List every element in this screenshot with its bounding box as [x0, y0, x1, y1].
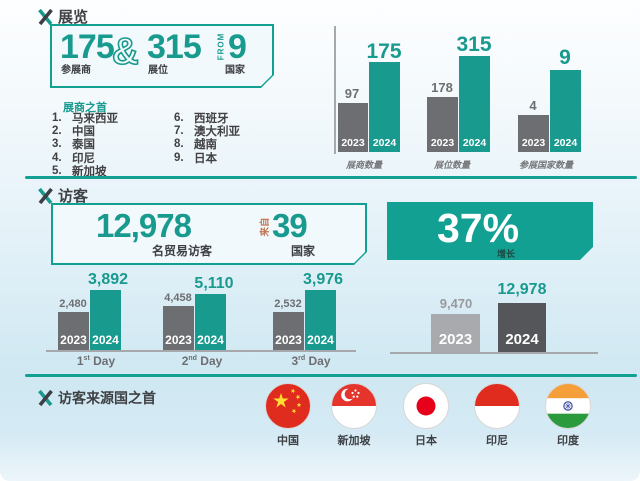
bar-2024: 2024 — [550, 70, 581, 152]
singapore-flag-icon — [331, 383, 377, 429]
exhibitors-count: 175 — [60, 28, 115, 66]
day-label: 1st Day — [76, 354, 116, 368]
origins-section-header: 访客来源国之首 — [38, 388, 156, 408]
exhibition-chart-y-axis — [334, 26, 336, 154]
india-flag-icon — [545, 383, 591, 429]
bar-value-2023: 97 — [344, 86, 360, 101]
visitor-countries-count: 39 — [272, 207, 308, 244]
visitors-label: 名贸易访客 — [152, 244, 213, 258]
exhibitor-countries-count: 9 — [228, 28, 247, 66]
list-item: 6. 西班牙 — [174, 111, 229, 125]
total-chart-baseline — [390, 352, 598, 354]
bar-2023: 2023 — [58, 312, 89, 350]
bar-value-2024: 5,110 — [194, 275, 234, 292]
visitors-title: 访客 — [58, 188, 89, 205]
bar-value-2023: 2,480 — [59, 298, 87, 310]
bar-value-2024: 175 — [366, 40, 402, 63]
flag-label: 印度 — [557, 435, 579, 447]
bar-value-2024: 315 — [456, 33, 492, 56]
exhibition-title: 展览 — [58, 9, 89, 26]
flag-label: 新加坡 — [337, 435, 371, 447]
bar-value-2024: 3,976 — [302, 271, 344, 288]
bar-value-2023: 2,532 — [274, 298, 302, 310]
top-exhibitors-col2: 6. 西班牙 7. 澳大利亚 8. 越南 9. 日本 — [174, 111, 304, 165]
growth-label: 增长 — [497, 249, 516, 259]
booths-count: 315 — [147, 28, 202, 66]
bar-group-label: 展商数量 — [345, 160, 383, 170]
from-label-vertical: 来自 — [260, 217, 271, 237]
list-item: 2. 中国 — [52, 125, 95, 139]
china-flag-icon — [265, 383, 311, 429]
visitors-count: 12,978 — [96, 207, 192, 244]
bar-value-2024: 3,892 — [87, 271, 129, 288]
bar-2024: 2024 — [498, 303, 546, 352]
bar-group-label: 参展国家数量 — [518, 160, 574, 170]
indonesia-flag-icon — [474, 383, 520, 429]
bar-value-2024: 9 — [559, 46, 571, 69]
bar-2024: 2024 — [459, 56, 490, 152]
japan-flag-icon — [403, 383, 449, 429]
exhibitors-label: 参展商 — [61, 65, 91, 76]
bar-value-2023: 9,470 — [439, 296, 473, 311]
day-label: 3rd Day — [291, 354, 331, 368]
list-item: 1. 马来西亚 — [52, 111, 118, 125]
top-exhibitors-title: 展商之首 — [63, 102, 107, 114]
growth-percent: 37% — [437, 205, 520, 251]
brand-x-icon — [38, 187, 53, 204]
brand-x-icon — [38, 8, 53, 25]
bar-2023: 2023 — [163, 306, 194, 350]
list-item: 5. 新加坡 — [52, 165, 107, 179]
bar-value-2023: 178 — [431, 80, 453, 95]
list-item: 9. 日本 — [174, 151, 217, 165]
list-item: 8. 越南 — [174, 138, 217, 152]
bar-2023: 2023 — [431, 314, 480, 352]
from-label-vertical: FROM — [216, 32, 226, 61]
day-label: 2nd Day — [181, 354, 223, 368]
ampersand-glyph: & — [111, 31, 139, 72]
exhibitor-countries-label: 国家 — [225, 65, 245, 76]
visitors-section-header: 访客 — [38, 185, 88, 206]
bar-value-2023: 4 — [529, 98, 537, 113]
visitor-countries-label: 国家 — [291, 244, 316, 258]
exhibition-section-header: 展览 — [38, 6, 88, 27]
list-item: 7. 澳大利亚 — [174, 125, 240, 139]
brand-x-icon — [38, 390, 53, 406]
list-item: 4. 印尼 — [52, 151, 95, 165]
bar-value-2023: 4,458 — [164, 292, 192, 304]
origins-title: 访客来源国之首 — [58, 390, 156, 406]
bar-2024: 2024 — [195, 294, 226, 350]
bar-2023: 2023 — [427, 97, 458, 152]
bar-2023: 2023 — [273, 312, 304, 350]
section-divider — [25, 176, 637, 179]
bar-value-2024: 12,978 — [497, 281, 547, 298]
flag-label: 印尼 — [486, 435, 508, 447]
list-item: 3. 泰国 — [52, 138, 95, 152]
bar-2023: 2023 — [518, 115, 549, 152]
top-exhibitors-col1: 1. 马来西亚 2. 中国 3. 泰国 4. 印尼 5. 新加坡 — [52, 111, 172, 179]
bar-2024: 2024 — [90, 290, 121, 350]
section-divider — [25, 374, 637, 377]
bar-2023: 2023 — [338, 103, 368, 152]
daily-chart-baseline — [46, 350, 356, 352]
growth-box — [387, 202, 593, 260]
bar-group-label: 展位数量 — [433, 160, 471, 170]
booths-label: 展位 — [148, 65, 168, 76]
bar-2024: 2024 — [369, 62, 400, 152]
exhibition-stats-box — [50, 24, 274, 88]
visitors-stats-box — [51, 203, 367, 265]
flag-label: 中国 — [277, 435, 299, 447]
bar-2024: 2024 — [305, 290, 336, 350]
flag-label: 日本 — [415, 435, 437, 447]
